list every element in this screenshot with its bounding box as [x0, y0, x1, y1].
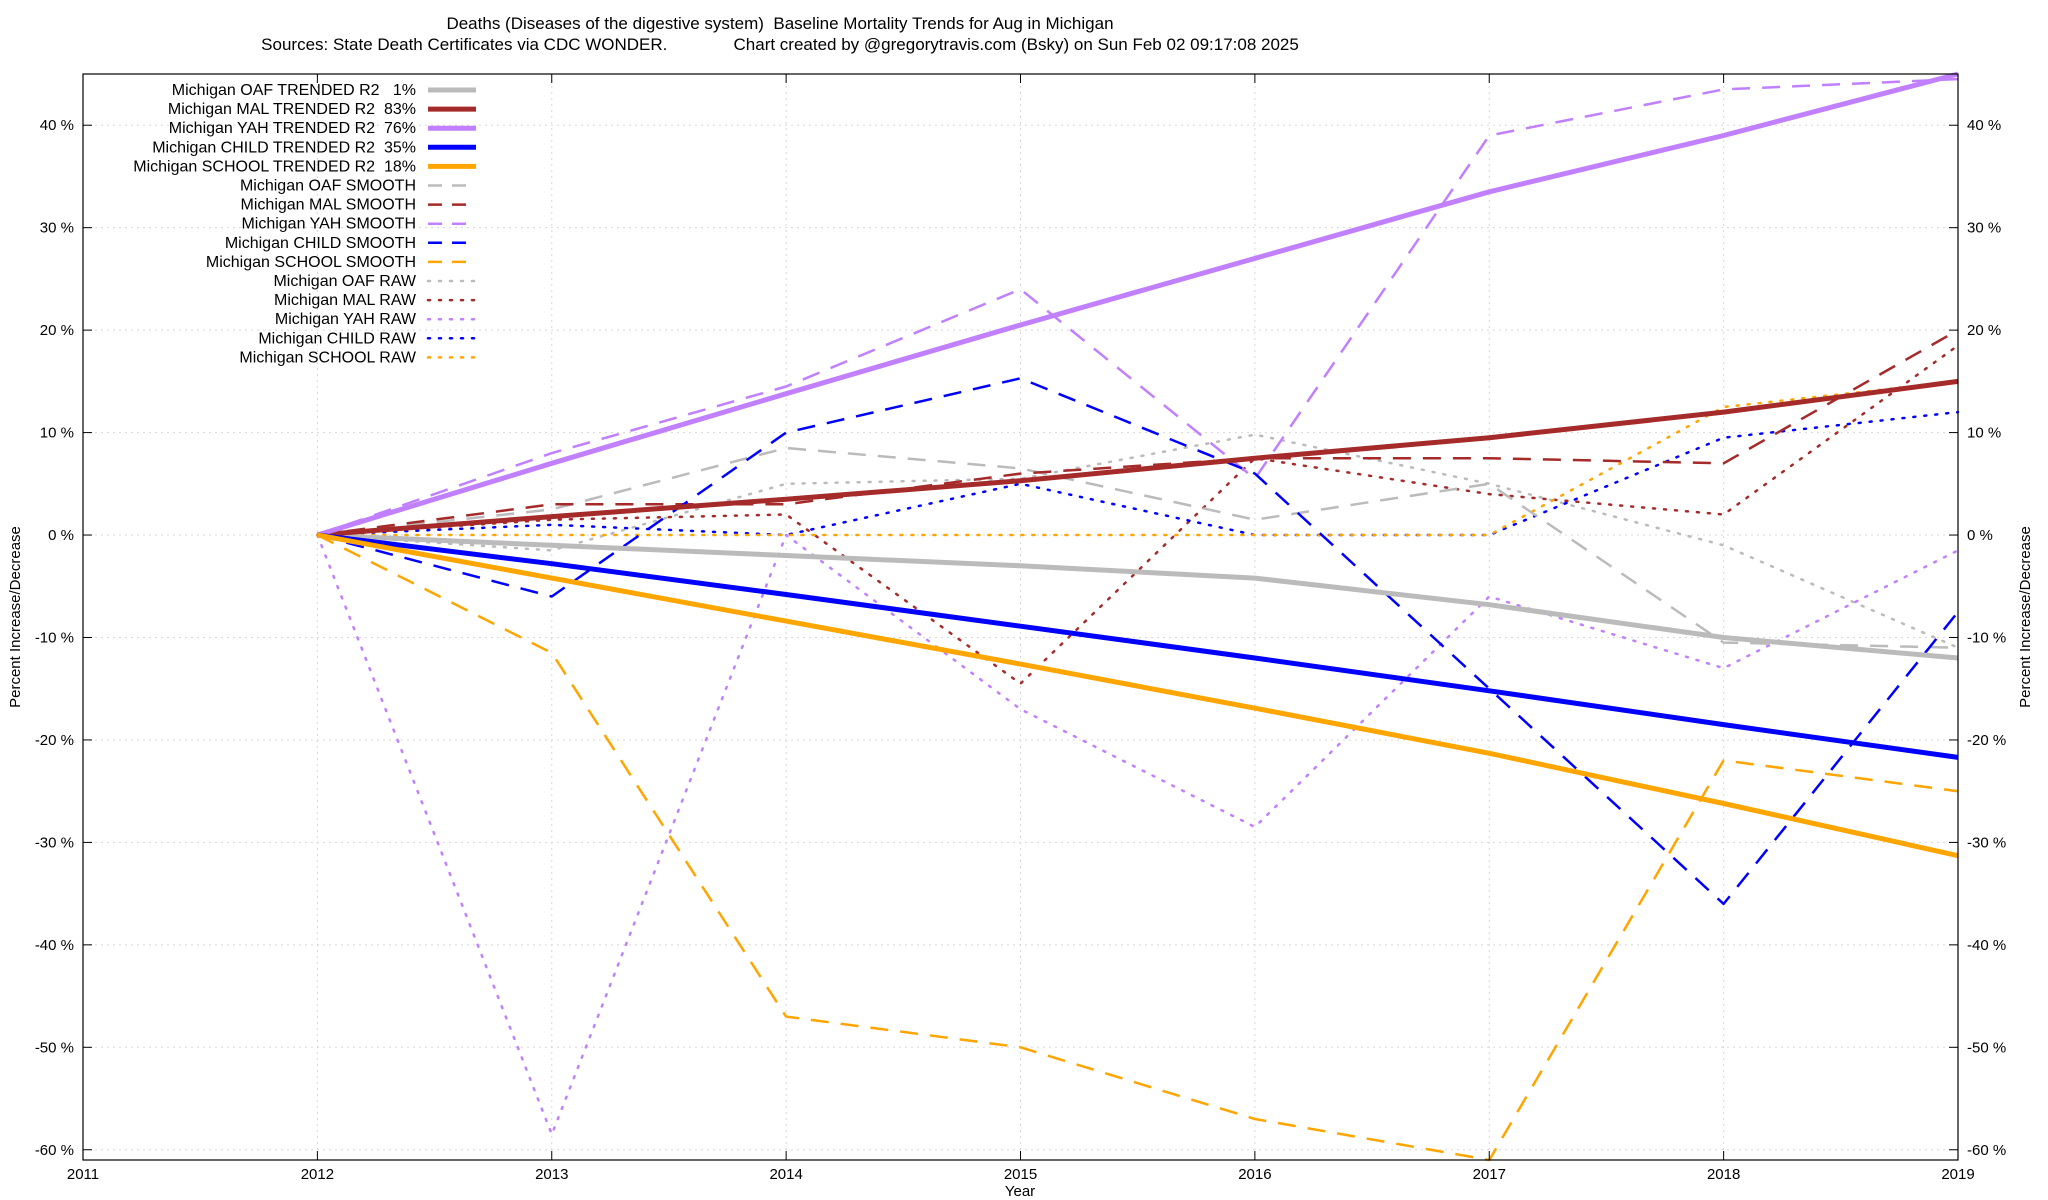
legend-label: Michigan CHILD SMOOTH [225, 235, 416, 252]
series-line-michigan-yah-trended [316, 71, 1959, 538]
series-line-michigan-school-trended [316, 532, 1959, 859]
legend-label: Michigan SCHOOL SMOOTH [206, 254, 416, 271]
x-tick-label: 2016 [1238, 1166, 1271, 1183]
legend-label: Michigan CHILD RAW [258, 330, 417, 347]
y2-tick-label: 20 % [1967, 322, 2001, 339]
y2-tick-label: -50 % [1967, 1039, 2006, 1056]
y-tick-label: -60 % [35, 1142, 74, 1159]
legend-label: Michigan YAH RAW [275, 311, 417, 328]
x-tick-label: 2011 [67, 1166, 99, 1183]
x-axis-title: Year [1005, 1183, 1035, 1200]
series-line-michigan-child-smooth [317, 377, 1959, 906]
legend-label: Michigan SCHOOL TRENDED R2 18% [133, 158, 416, 175]
y2-tick-label: -10 % [1967, 629, 2006, 646]
chart-title: Deaths (Diseases of the digestive system… [446, 14, 1114, 33]
series-line-michigan-child-trended [317, 532, 1959, 760]
y-tick-label: -10 % [35, 629, 74, 646]
legend-label: Michigan MAL RAW [274, 292, 417, 309]
series-line-michigan-mal-raw [316, 344, 1960, 685]
y-tick-label: -50 % [35, 1039, 74, 1056]
legend-label: Michigan OAF SMOOTH [240, 178, 416, 195]
y-tick-label: -20 % [35, 732, 74, 749]
x-tick-label: 2018 [1707, 1166, 1740, 1183]
y-tick-label: -30 % [35, 834, 74, 851]
y2-tick-label: -20 % [1967, 732, 2006, 749]
series-line-michigan-oaf-trended [317, 532, 1959, 661]
x-tick-label: 2013 [535, 1166, 568, 1183]
y-tick-label: 40 % [40, 117, 74, 134]
series-line-michigan-school-smooth [316, 533, 1959, 1162]
legend-label: Michigan YAH SMOOTH [241, 216, 416, 233]
y2-tick-label: -30 % [1967, 834, 2006, 851]
legend-label: Michigan YAH TRENDED R2 76% [169, 120, 416, 137]
y-tick-label: 20 % [40, 322, 74, 339]
series-lines [316, 71, 1960, 1162]
legend-label: Michigan MAL SMOOTH [241, 197, 416, 214]
y-tick-label: 10 % [40, 425, 74, 442]
series-line-michigan-oaf-smooth [317, 446, 1959, 649]
y2-tick-label: -60 % [1967, 1142, 2006, 1159]
y-axis-title: Percent Increase/Decrease [7, 526, 24, 708]
axis-ticks: -60 % -60 % -50 % -50 % -40 % -40 % -30 % -30 %… [35, 74, 2006, 1183]
y2-tick-label: 10 % [1967, 425, 2001, 442]
series-line-michigan-mal-smooth [317, 329, 1959, 537]
y2-tick-label: 40 % [1967, 117, 2001, 134]
legend-label: Michigan MAL TRENDED R2 83% [168, 101, 416, 118]
x-tick-label: 2015 [1004, 1166, 1037, 1183]
legend: Michigan OAF TRENDED R2 1% Michigan MAL T… [133, 82, 478, 366]
y2-tick-label: 30 % [1967, 220, 2001, 237]
legend-label: Michigan CHILD TRENDED R2 35% [152, 139, 416, 156]
y2-tick-label: -40 % [1967, 937, 2006, 954]
series-line-michigan-yah-smooth [316, 77, 1959, 537]
legend-label: Michigan OAF TRENDED R2 1% [172, 82, 416, 99]
y2-axis-title: Percent Increase/Decrease [2017, 526, 2034, 708]
x-tick-label: 2017 [1473, 1166, 1506, 1183]
y-tick-label: 0 % [48, 527, 74, 544]
series-line-michigan-yah-raw [316, 533, 1960, 1136]
y2-tick-label: 0 % [1967, 527, 1993, 544]
legend-label: Michigan SCHOOL RAW [239, 349, 417, 366]
y-tick-label: -40 % [35, 937, 74, 954]
legend-label: Michigan OAF RAW [273, 273, 416, 290]
series-line-michigan-mal-trended [317, 378, 1959, 538]
y-tick-label: 30 % [40, 220, 74, 237]
chart-subtitle: Sources: State Death Certificates via CD… [261, 35, 1299, 54]
series-line-michigan-oaf-raw [316, 433, 1960, 649]
x-tick-label: 2014 [769, 1166, 802, 1183]
x-tick-label: 2019 [1941, 1166, 1974, 1183]
x-tick-label: 2012 [301, 1166, 334, 1183]
